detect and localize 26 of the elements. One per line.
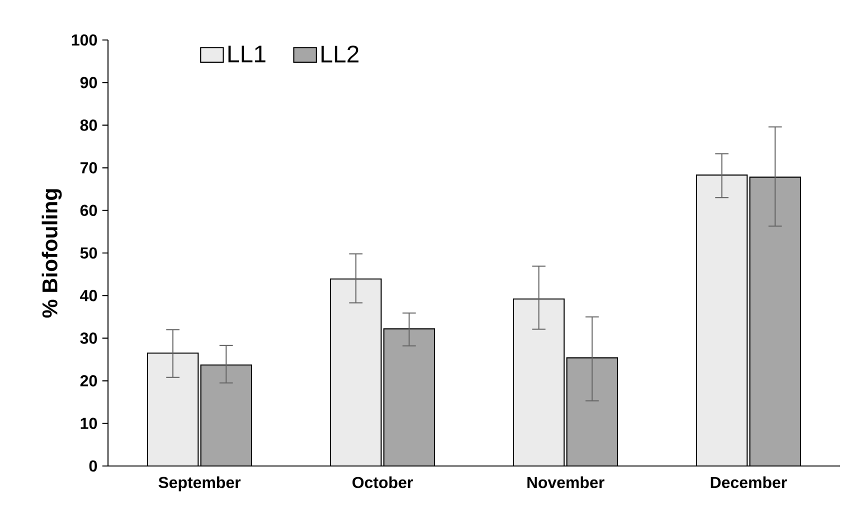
x-tick-label: October — [352, 476, 413, 488]
y-tick-label: 50 — [80, 247, 97, 259]
bar — [330, 278, 382, 466]
bar — [696, 174, 748, 466]
bar — [514, 298, 564, 466]
y-tick-label: 30 — [80, 332, 97, 344]
y-tick-label: 20 — [80, 375, 97, 386]
y-tick-label: 0 — [89, 460, 97, 472]
x-tick-label: November — [527, 476, 604, 488]
y-tick-label: 10 — [80, 418, 97, 430]
legend-label: LL1 — [228, 46, 266, 62]
y-axis-title: % Biofouling — [42, 189, 62, 318]
y-tick-label: 60 — [80, 204, 97, 216]
y-tick-label: 70 — [80, 162, 97, 174]
y-tick-label: 90 — [80, 76, 97, 88]
y-tick-label: 100 — [72, 34, 97, 46]
y-tick-label: 40 — [80, 290, 97, 302]
y-tick-label: 80 — [80, 120, 97, 131]
bar — [566, 358, 618, 466]
bar — [200, 365, 252, 466]
x-tick-label: December — [710, 476, 787, 488]
bar — [749, 176, 802, 466]
bar — [384, 328, 435, 466]
bar — [148, 353, 198, 466]
legend-label: LL2 — [322, 46, 358, 62]
x-tick-label: September — [158, 476, 241, 492]
